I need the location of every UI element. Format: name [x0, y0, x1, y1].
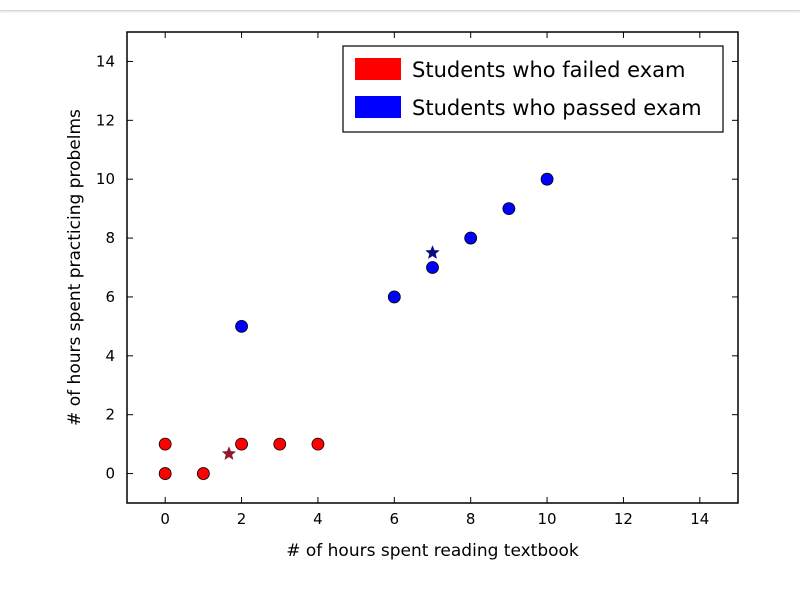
x-tick-label: 2 [237, 510, 247, 528]
marks-layer [158, 172, 554, 480]
passed-centroid-star [425, 245, 440, 259]
y-tick-label: 8 [105, 229, 115, 247]
window-top-edge [0, 0, 800, 11]
legend-swatch-passed [355, 96, 401, 118]
y-axis-label: # of hours spent practicing probelms [65, 109, 85, 426]
x-tick-label: 0 [160, 510, 170, 528]
y-tick-label: 12 [96, 111, 115, 129]
failed-student-point [273, 437, 287, 451]
x-tick-label: 12 [614, 510, 633, 528]
x-tick-label: 14 [690, 510, 709, 528]
ticks-layer: 0 2 4 6 8 10 12 14 0 2 4 6 8 10 12 14 [96, 32, 738, 528]
y-tick-label: 6 [105, 288, 115, 306]
failed-centroid-star [221, 446, 237, 461]
failed-student-point [196, 467, 210, 480]
x-tick-label: 8 [466, 510, 476, 528]
x-axis-label: # of hours spent reading textbook [286, 541, 579, 561]
failed-student-point [311, 437, 325, 451]
y-tick-label: 14 [96, 52, 115, 70]
passed-student-point [464, 231, 478, 245]
y-tick-label: 10 [96, 170, 115, 188]
passed-student-point [426, 261, 439, 274]
legend-label-failed: Students who failed exam [412, 58, 685, 82]
legend: Students who failed exam Students who pa… [342, 45, 724, 133]
legend-label-passed: Students who passed exam [412, 96, 702, 120]
failed-student-point [158, 467, 172, 480]
y-tick-label: 4 [105, 347, 115, 365]
passed-student-point [235, 319, 248, 333]
passed-student-point [502, 202, 516, 216]
x-tick-label: 6 [390, 510, 400, 528]
passed-student-point [387, 290, 401, 304]
passed-student-point [540, 172, 554, 186]
x-tick-label: 10 [538, 510, 557, 528]
plot-frame [126, 31, 739, 504]
y-tick-label: 2 [105, 406, 115, 424]
legend-swatch-failed [355, 58, 401, 80]
failed-student-point [235, 437, 248, 451]
x-tick-label: 4 [313, 510, 323, 528]
y-tick-label: 0 [105, 465, 115, 483]
failed-student-point [158, 437, 172, 451]
legend-box [342, 45, 724, 133]
